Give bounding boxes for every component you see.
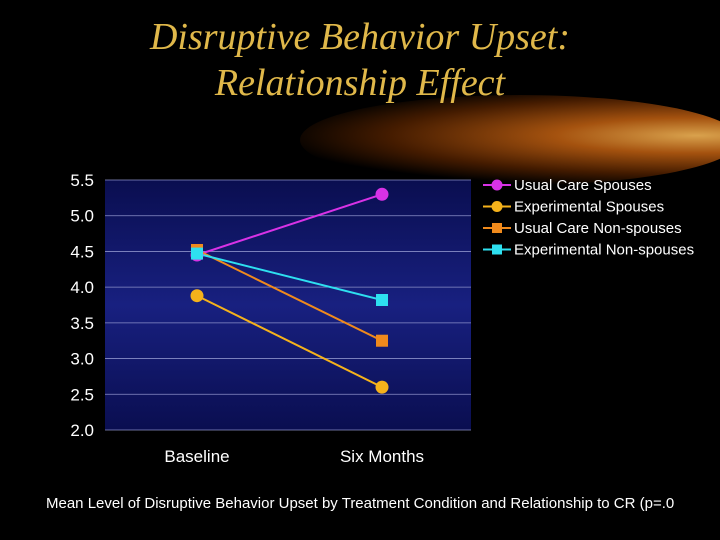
legend-marker bbox=[491, 179, 503, 191]
legend-label: Experimental Spouses bbox=[514, 199, 664, 216]
legend-item: Usual Care Spouses bbox=[483, 177, 652, 194]
series-line bbox=[196, 294, 383, 389]
data-point bbox=[376, 334, 388, 347]
series-lines bbox=[196, 193, 383, 389]
y-tick-label: 4.5 bbox=[70, 242, 94, 261]
title-line-2: Relationship Effect bbox=[214, 62, 506, 104]
y-tick-label: 5.0 bbox=[70, 207, 94, 226]
legend-item: Experimental Spouses bbox=[483, 199, 664, 216]
y-tick-label: 2.0 bbox=[70, 421, 94, 440]
decorative-glow bbox=[300, 95, 720, 185]
x-tick-label: Six Months bbox=[340, 447, 424, 466]
x-axis-ticks: Baseline Six Months bbox=[164, 447, 424, 466]
data-point bbox=[190, 289, 204, 303]
data-point bbox=[375, 187, 389, 201]
series-markers bbox=[190, 187, 389, 394]
legend-marker bbox=[492, 244, 502, 255]
x-tick-label: Baseline bbox=[164, 447, 229, 466]
title-line-1: Disruptive Behavior Upset: bbox=[149, 16, 571, 58]
legend: Usual Care Spouses Experimental Spouses Us… bbox=[483, 177, 694, 259]
series-line bbox=[196, 249, 383, 342]
legend-marker bbox=[492, 223, 502, 233]
gridlines bbox=[105, 179, 471, 431]
series-line bbox=[196, 252, 383, 301]
legend-item: Usual Care Non-spouses bbox=[483, 220, 682, 237]
data-point bbox=[375, 380, 389, 394]
data-point bbox=[191, 247, 203, 260]
slide-title: Disruptive Behavior Upset: Relationship … bbox=[60, 14, 660, 106]
legend-item: Experimental Non-spouses bbox=[483, 242, 694, 259]
series-line bbox=[196, 193, 383, 256]
legend-label: Usual Care Spouses bbox=[514, 177, 652, 194]
data-point bbox=[376, 294, 388, 306]
legend-marker bbox=[491, 201, 503, 212]
legend-label: Experimental Non-spouses bbox=[514, 242, 694, 259]
legend-label: Usual Care Non-spouses bbox=[514, 220, 682, 237]
y-tick-label: 4.0 bbox=[70, 278, 94, 297]
y-tick-label: 2.5 bbox=[70, 385, 94, 404]
y-tick-label: 3.0 bbox=[70, 350, 94, 369]
plot-area bbox=[105, 180, 471, 430]
y-tick-label: 3.5 bbox=[70, 314, 94, 333]
y-tick-label: 5.5 bbox=[70, 171, 94, 190]
chart-caption: Mean Level of Disruptive Behavior Upset … bbox=[46, 495, 675, 512]
y-axis-ticks: 2.0 2.5 3.0 3.5 4.0 4.5 5.0 5.5 bbox=[70, 171, 94, 440]
